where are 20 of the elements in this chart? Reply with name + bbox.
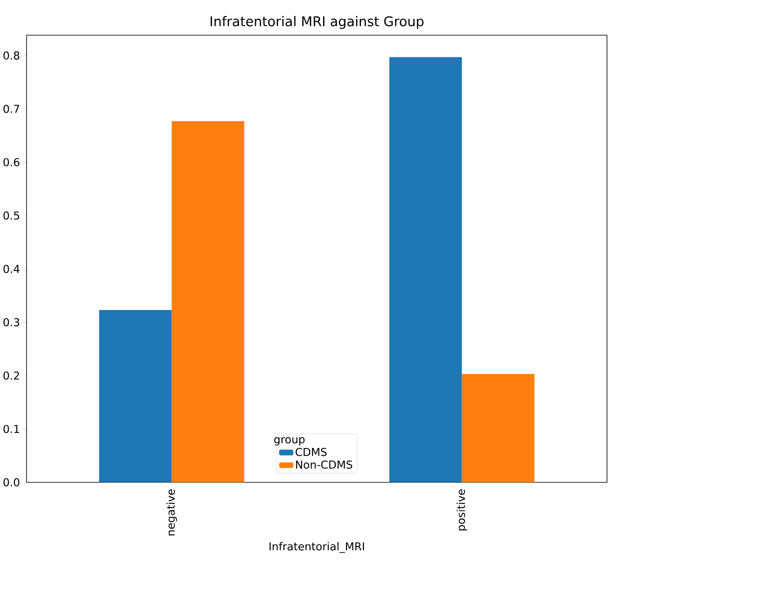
x-axis-title: Infratentorial_MRI	[270, 542, 364, 553]
bar	[389, 57, 462, 482]
y-tick-label: 0.7	[4, 104, 20, 114]
y-tick-label: 0.1	[4, 424, 20, 434]
legend-label: CDMS	[296, 448, 327, 456]
y-tick-label: 0.8	[4, 51, 20, 60]
y-tick-label: 0.2	[4, 372, 19, 380]
x-tick-label: negative	[166, 489, 177, 536]
legend-label: Non-CDMS	[296, 460, 352, 469]
y-tick-label: 0.0	[4, 478, 20, 486]
x-tick-label: positive	[456, 489, 468, 530]
legend-title: group	[274, 437, 305, 446]
y-tick-label: 0.5	[4, 212, 20, 220]
chart-title: Infratentorial MRI against Group	[210, 16, 424, 30]
y-tick-label: 0.6	[4, 158, 20, 166]
bar	[99, 310, 172, 482]
y-tick-label: 0.3	[4, 318, 20, 326]
bar	[172, 121, 244, 482]
bar	[462, 374, 534, 482]
y-tick-label: 0.4	[4, 264, 20, 274]
